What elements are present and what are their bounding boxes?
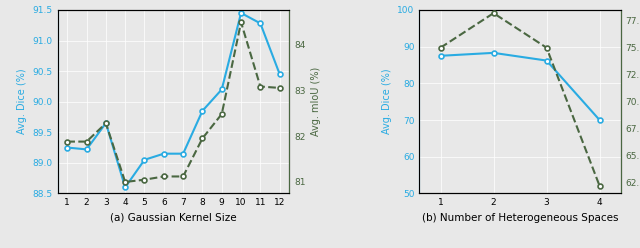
X-axis label: (a) Gaussian Kernel Size: (a) Gaussian Kernel Size	[110, 213, 237, 223]
Y-axis label: Avg. Dice (%): Avg. Dice (%)	[17, 69, 27, 134]
Y-axis label: Avg. mIoU (%): Avg. mIoU (%)	[311, 67, 321, 136]
X-axis label: (b) Number of Heterogeneous Spaces: (b) Number of Heterogeneous Spaces	[422, 213, 618, 223]
Y-axis label: Avg. Dice (%): Avg. Dice (%)	[381, 69, 392, 134]
